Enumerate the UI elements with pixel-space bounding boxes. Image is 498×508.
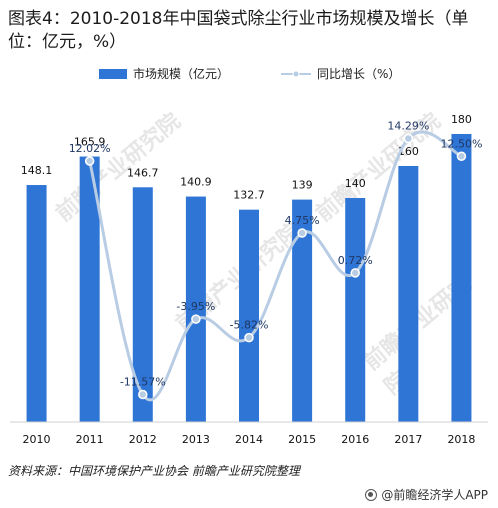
growth-value-label: 12.50% [440, 137, 482, 150]
growth-point [403, 133, 414, 144]
growth-value-label: -11.57% [120, 376, 166, 389]
growth-point [244, 332, 254, 343]
chart-svg: 市场规模（亿元） 同比增长（%） 148.1 165.9 146.7 140.9 132.7… [10, 66, 488, 446]
bar [292, 199, 313, 422]
bar-value-label: 139 [292, 179, 313, 192]
bar [398, 166, 419, 422]
credit-text: @前瞻经济学人APP [381, 488, 488, 502]
bar-value-label: 132.7 [233, 189, 265, 202]
bar [239, 209, 259, 422]
growth-point [84, 156, 95, 166]
x-tick-label: 2012 [129, 433, 157, 446]
legend-bar-swatch [99, 69, 127, 79]
legend-line-marker [292, 70, 300, 78]
bar-value-label: 140 [345, 177, 366, 190]
growth-value-label: 0.72% [338, 254, 373, 267]
x-tick-label: 2010 [23, 433, 51, 446]
bar [79, 156, 100, 422]
bar [185, 196, 206, 422]
x-tick-label: 2017 [394, 433, 422, 446]
growth-point [191, 314, 201, 324]
x-tick-label: 2013 [182, 433, 210, 446]
x-tick-label: 2014 [235, 433, 263, 446]
credit: @前瞻经济学人APP [365, 486, 488, 503]
growth-value-label: 4.75% [285, 214, 320, 227]
legend-line-label: 同比增长（%） [317, 67, 400, 81]
growth-value-label: 14.29% [387, 120, 429, 133]
x-tick-label: 2018 [447, 433, 475, 446]
bar-value-label: 148.1 [21, 164, 53, 177]
bar [132, 187, 153, 422]
chart-title: 图表4：2010-2018年中国袋式除尘行业市场规模及增长（单位：亿元，%） [8, 9, 469, 52]
growth-value-label: 12.02% [69, 142, 111, 155]
x-tick-label: 2011 [76, 433, 104, 446]
bar-value-label: 140.9 [180, 176, 212, 189]
growth-value-label: -5.82% [230, 319, 269, 332]
bar [451, 134, 472, 422]
bar [345, 198, 366, 422]
x-tick-label: 2016 [341, 433, 369, 446]
bar-value-label: 165.9 [74, 136, 106, 149]
source-note: 资料来源：中国环境保护产业协会 前瞻产业研究院整理 [8, 464, 300, 478]
growth-point [456, 151, 467, 161]
growth-value-label: -3.95% [176, 300, 215, 313]
bar [26, 185, 47, 422]
legend-bar-label: 市场规模（亿元） [133, 66, 229, 81]
growth-point [350, 268, 360, 278]
qianzhan-logo-icon [365, 488, 378, 501]
bar-value-label: 180 [451, 113, 472, 126]
bar-value-label: 146.7 [127, 166, 159, 179]
growth-point [138, 389, 148, 400]
x-tick-label: 2015 [288, 433, 316, 446]
growth-point [297, 228, 307, 238]
